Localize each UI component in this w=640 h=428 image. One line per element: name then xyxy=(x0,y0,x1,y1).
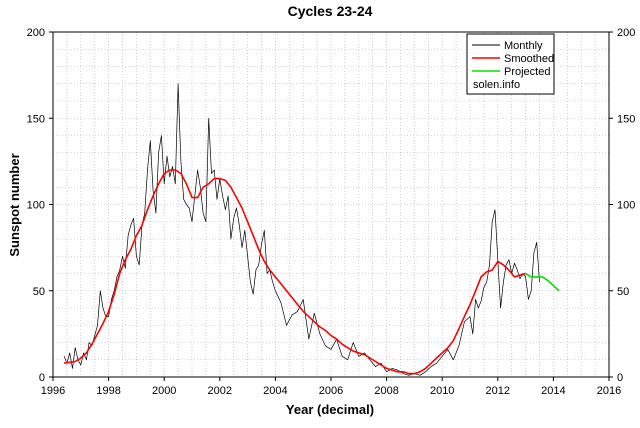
x-axis-title: Year (decimal) xyxy=(286,402,374,417)
series-line-smoothed xyxy=(63,169,526,375)
x-tick-label: 2012 xyxy=(486,385,510,397)
legend-box xyxy=(466,33,555,95)
x-tick-label: 2000 xyxy=(152,385,176,397)
y-tick-label-right: 50 xyxy=(617,286,629,298)
series-line-projected xyxy=(525,272,560,292)
x-tick-label: 1996 xyxy=(41,385,65,397)
x-tick-label: 2006 xyxy=(319,385,343,397)
y-tick-label-left: 150 xyxy=(27,113,45,125)
series-layer xyxy=(63,83,560,376)
chart-title: Cycles 23-24 xyxy=(288,3,373,19)
x-tick-label: 2008 xyxy=(374,385,398,397)
y-tick-label-left: 200 xyxy=(27,27,45,39)
y-axis-title: Sunspot number xyxy=(7,153,22,256)
legend-label-monthly: Monthly xyxy=(504,40,543,52)
y-tick-label-right: 200 xyxy=(617,27,635,39)
y-tick-label-right: 0 xyxy=(617,372,623,384)
y-tick-label-left: 0 xyxy=(39,372,45,384)
x-tick-label: 2016 xyxy=(597,385,621,397)
legend-label-projected: Projected xyxy=(504,66,550,78)
x-tick-label: 2014 xyxy=(541,385,565,397)
x-tick-label: 2002 xyxy=(208,385,232,397)
x-tick-label: 2010 xyxy=(430,385,454,397)
x-tick-label: 1998 xyxy=(96,385,120,397)
y-tick-label-right: 150 xyxy=(617,113,635,125)
y-tick-label-left: 50 xyxy=(33,286,45,298)
x-tick-label: 2004 xyxy=(263,385,287,397)
axis-ticks: 1996 1998 2000 2002 2004 2006 2008 2010 2012 2014… xyxy=(27,27,636,397)
y-tick-label-left: 100 xyxy=(27,200,45,212)
legend: Monthly Smoothed Projected solen.info xyxy=(466,33,555,95)
series-line-monthly xyxy=(63,83,540,376)
legend-label-smoothed: Smoothed xyxy=(504,53,554,65)
y-tick-label-right: 100 xyxy=(617,200,635,212)
legend-note: solen.info xyxy=(473,79,520,91)
